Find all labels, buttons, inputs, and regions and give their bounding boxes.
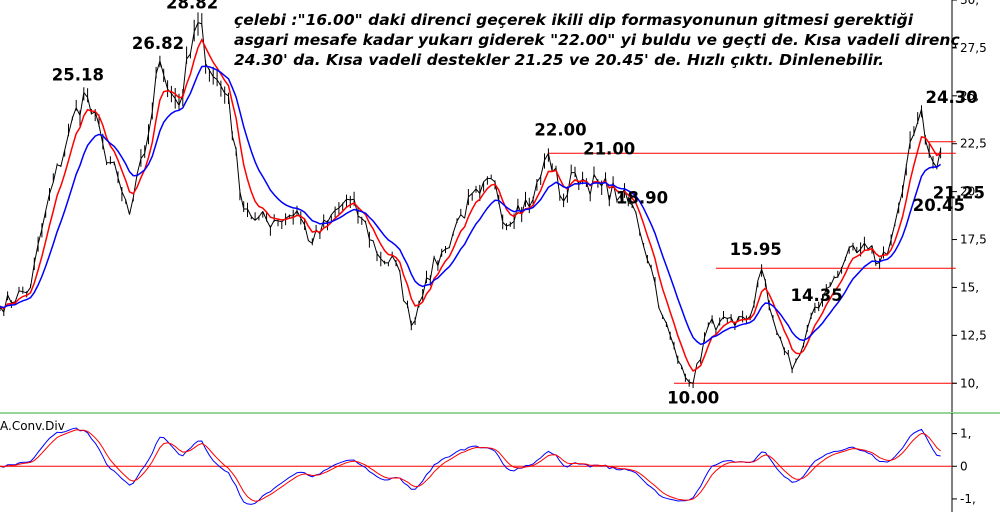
y-tick-label: 30, bbox=[960, 0, 979, 7]
macd-title: A.Conv.Div bbox=[0, 419, 65, 433]
price-axis-ticks: 30, 27,5 25, 22,5 20, 17,5 15, 12,5 10, bbox=[952, 0, 987, 390]
y-tick-label: 25, bbox=[960, 89, 979, 103]
annotation-label: 10.00 bbox=[667, 388, 719, 407]
macd-tick-label: -1, bbox=[960, 492, 976, 506]
annotation-label: 26.82 bbox=[132, 34, 184, 53]
y-tick-label: 20, bbox=[960, 185, 979, 199]
slow-moving-average bbox=[0, 65, 942, 346]
macd-tick-label: 0 bbox=[960, 459, 968, 473]
annotation-label: 18.90 bbox=[616, 189, 668, 208]
comment-line: çelebi :"16.00" daki direnci geçerek iki… bbox=[234, 11, 914, 29]
annotation-label: 21.25 bbox=[933, 184, 985, 203]
annotation-label: 21.00 bbox=[583, 140, 635, 159]
comment-line: asgari mesafe kadar yukarı giderek "22.0… bbox=[234, 31, 960, 49]
macd-axis-ticks: 1, 0 -1, bbox=[952, 427, 976, 506]
analyst-comment: çelebi :"16.00" daki direnci geçerek iki… bbox=[234, 10, 960, 70]
price-plot-area: 30, 27,5 25, 22,5 20, 17,5 15, 12,5 10, 25.18 26.… bbox=[0, 0, 987, 412]
y-tick-label: 15, bbox=[960, 280, 979, 294]
annotation-label: 15.95 bbox=[730, 240, 782, 259]
y-tick-label: 27,5 bbox=[960, 41, 987, 55]
annotation-label: 24.30 bbox=[926, 88, 978, 107]
annotation-label: 14.35 bbox=[791, 286, 843, 305]
annotation-label: 25.18 bbox=[52, 65, 104, 84]
macd-panel: A.Conv.Div 1, 0 -1, bbox=[0, 413, 976, 512]
horizontal-levels bbox=[548, 141, 956, 384]
fast-moving-average bbox=[0, 37, 941, 373]
y-tick-label: 22,5 bbox=[960, 137, 987, 151]
comment-line: 24.30' da. Kısa vadeli destekler 21.25 v… bbox=[234, 51, 885, 69]
y-tick-label: 17,5 bbox=[960, 233, 987, 247]
y-tick-label: 10, bbox=[960, 376, 979, 390]
y-tick-label: 12,5 bbox=[960, 328, 987, 342]
macd-signal-series bbox=[0, 429, 941, 502]
macd-series bbox=[0, 427, 941, 505]
annotation-label: 28.82 bbox=[166, 0, 218, 13]
annotation-label: 22.00 bbox=[534, 120, 586, 139]
annotation-label: 20.45 bbox=[913, 196, 965, 215]
macd-tick-label: 1, bbox=[960, 427, 971, 441]
